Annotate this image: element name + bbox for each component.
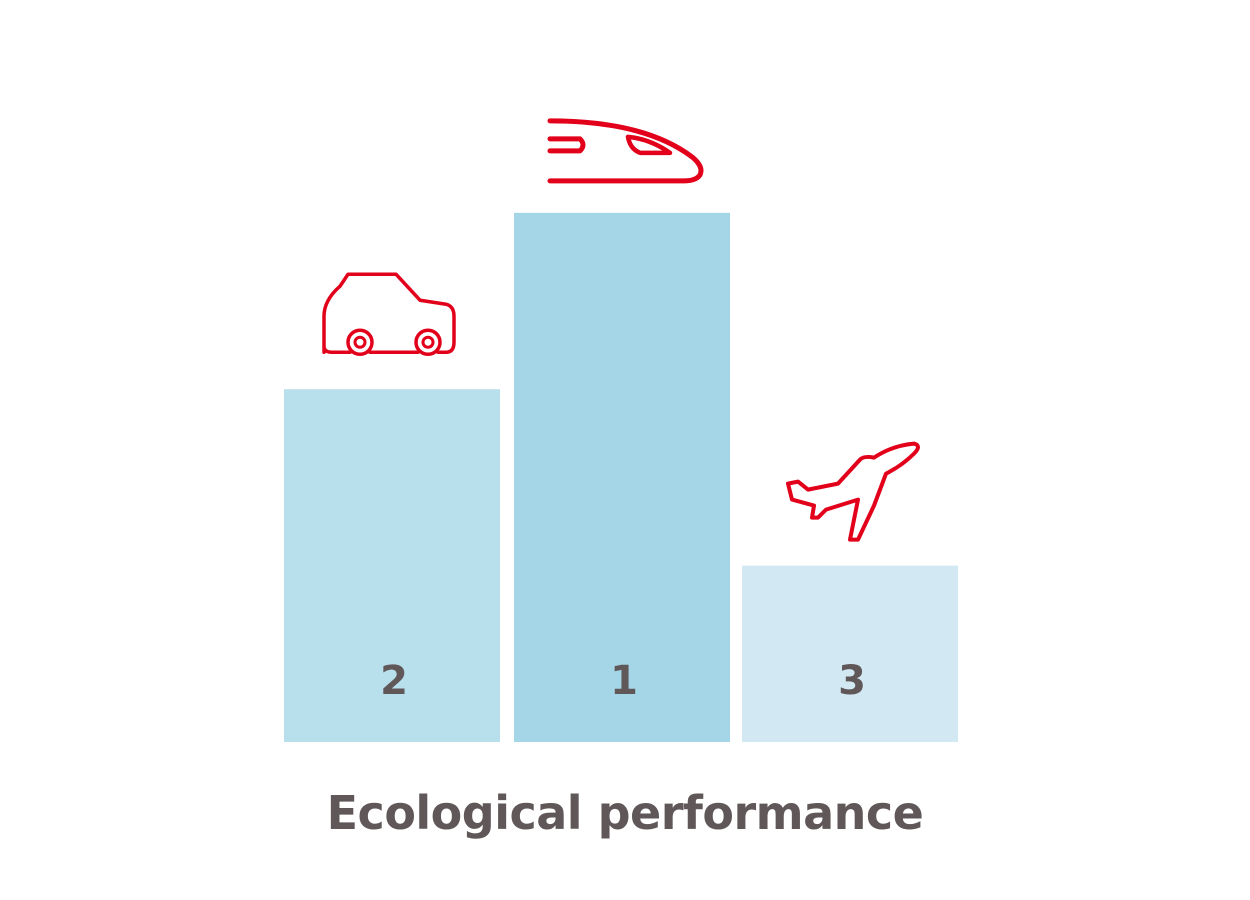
plane-icon — [786, 441, 920, 542]
car-icon — [322, 272, 456, 356]
bars-layer — [284, 212, 958, 743]
rank-label-train: 1 — [610, 658, 638, 704]
podium-bar-car — [284, 389, 500, 742]
rank-labels-layer: 2 1 3 — [380, 658, 866, 704]
train-icon — [547, 118, 704, 184]
podium-bar-plane — [742, 565, 958, 742]
rank-label-plane: 3 — [838, 658, 866, 704]
icons-layer — [322, 118, 920, 542]
chart-caption: Ecological performance — [326, 786, 924, 840]
podium-bar-train — [514, 212, 730, 743]
rank-label-car: 2 — [380, 658, 408, 704]
